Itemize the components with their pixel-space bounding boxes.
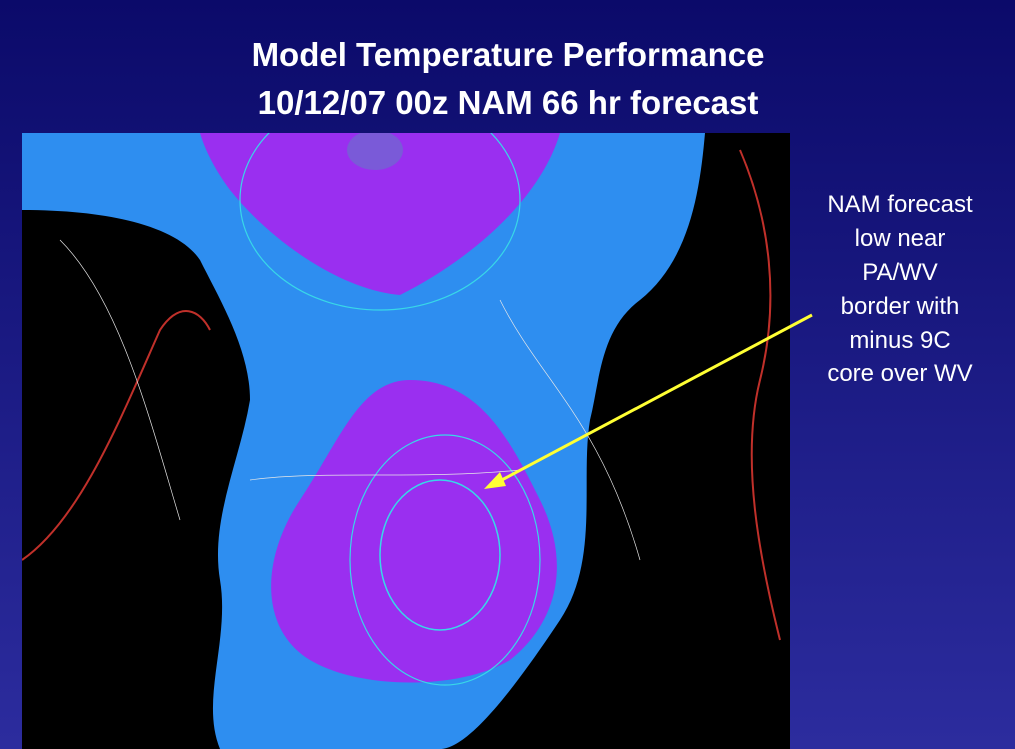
annotation-line: border with	[841, 293, 960, 320]
isotherm-warm	[22, 310, 211, 561]
arrow-head	[484, 472, 506, 489]
isotherm-warm	[739, 149, 781, 641]
isotherm	[349, 434, 541, 686]
core-region	[271, 380, 557, 683]
arrow	[497, 313, 813, 484]
isotherm	[379, 479, 501, 631]
isotherm	[239, 133, 521, 311]
annotation-line: core over WV	[827, 360, 972, 387]
forecast-map	[22, 133, 790, 749]
core-center	[347, 133, 403, 170]
title-line: 10/12/07 00z NAM 66 hr forecast	[258, 84, 759, 121]
title-line: Model Temperature Performance	[252, 36, 765, 73]
annotation-line: NAM forecast	[827, 191, 973, 218]
core-region	[200, 133, 560, 295]
annotation-line: minus 9C	[849, 327, 950, 354]
borders	[59, 239, 641, 561]
annotation-line: low near	[855, 225, 946, 252]
annotation-line: PA/WV	[862, 259, 938, 286]
